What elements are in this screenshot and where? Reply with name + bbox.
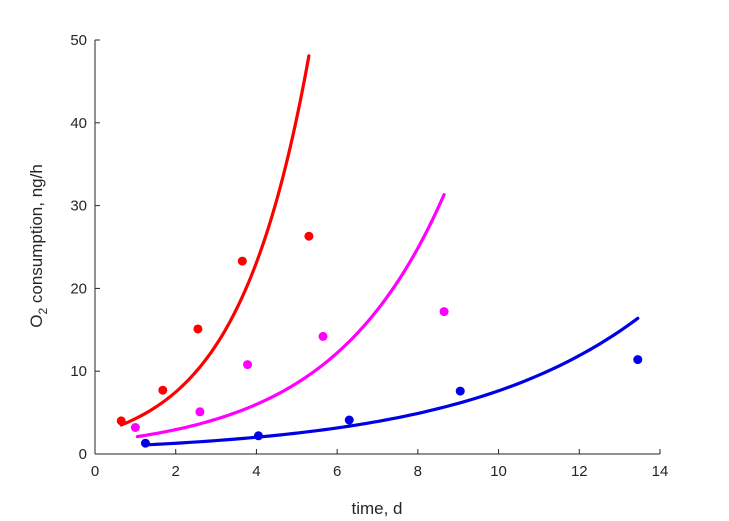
data-point-series-1	[304, 231, 314, 241]
y-axis-label: O2 consumption, ng/h	[27, 164, 50, 328]
data-point-series-2	[439, 307, 449, 317]
y-ticks: 0 10 20 30 40 50	[70, 32, 100, 463]
data-point-series-3	[455, 386, 465, 396]
x-tick-label: 10	[490, 463, 507, 480]
y-tick-label: 50	[70, 32, 87, 49]
axes	[94, 40, 660, 455]
fit-curve-1	[119, 54, 311, 427]
data-point-series-2	[243, 360, 253, 370]
data-point-series-3	[344, 415, 354, 425]
x-tick-label: 2	[172, 463, 180, 480]
y-axis-label-rest: consumption, ng/h	[27, 164, 46, 308]
data-point-series-1	[237, 256, 247, 266]
y-axis-label-main: O	[27, 315, 46, 328]
x-tick-label: 12	[571, 463, 588, 480]
x-axis-label: time, d	[351, 499, 402, 518]
data-point-series-1	[193, 324, 203, 334]
x-tick-label: 8	[414, 463, 422, 480]
data-point-series-1	[158, 385, 168, 395]
x-ticks: 0 2 4 6 8 10 12 14	[91, 449, 669, 480]
data-point-series-2	[195, 407, 205, 417]
data-point-series-2	[318, 331, 328, 341]
fit-curve-2	[135, 193, 446, 439]
data-points	[116, 231, 643, 448]
data-point-series-3	[140, 438, 150, 448]
data-point-series-3	[253, 431, 263, 441]
data-point-series-1	[116, 416, 126, 426]
y-tick-label: 30	[70, 198, 87, 215]
y-tick-label: 40	[70, 115, 87, 132]
y-axis-label-subscript: 2	[36, 308, 50, 315]
x-tick-label: 6	[333, 463, 341, 480]
y-tick-label: 10	[70, 363, 87, 380]
y-tick-label: 0	[79, 446, 87, 463]
y-tick-label: 20	[70, 280, 87, 297]
fit-curves	[119, 54, 640, 447]
x-tick-label: 14	[652, 463, 669, 480]
x-tick-label: 0	[91, 463, 99, 480]
data-point-series-3	[633, 355, 643, 365]
data-point-series-2	[130, 423, 140, 433]
fit-curve-3	[143, 316, 640, 447]
x-tick-label: 4	[252, 463, 260, 480]
